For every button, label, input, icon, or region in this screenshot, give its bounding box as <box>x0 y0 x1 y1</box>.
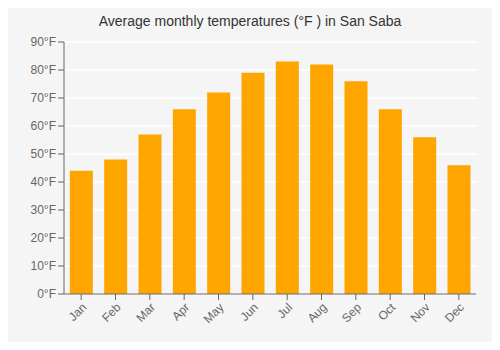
svg-text:May: May <box>201 300 227 326</box>
svg-text:40°F: 40°F <box>31 175 56 189</box>
svg-text:30°F: 30°F <box>31 203 56 217</box>
svg-text:Jun: Jun <box>237 300 261 324</box>
svg-text:0°F: 0°F <box>37 287 56 301</box>
svg-text:Apr: Apr <box>169 300 192 323</box>
svg-text:70°F: 70°F <box>31 91 56 105</box>
svg-text:50°F: 50°F <box>31 147 56 161</box>
svg-text:Oct: Oct <box>375 300 399 324</box>
svg-text:Aug: Aug <box>305 300 330 325</box>
svg-text:10°F: 10°F <box>31 259 56 273</box>
svg-text:Jul: Jul <box>275 300 296 321</box>
svg-text:20°F: 20°F <box>31 231 56 245</box>
svg-text:Dec: Dec <box>442 300 467 325</box>
svg-text:Nov: Nov <box>408 300 433 325</box>
svg-text:Sep: Sep <box>339 300 364 325</box>
svg-text:Feb: Feb <box>99 300 124 325</box>
svg-text:60°F: 60°F <box>31 119 56 133</box>
svg-text:Jan: Jan <box>66 300 90 324</box>
svg-text:Mar: Mar <box>133 300 158 325</box>
svg-text:90°F: 90°F <box>31 35 56 49</box>
svg-text:80°F: 80°F <box>31 63 56 77</box>
html-text:Average monthly temperatures (: Average monthly temperatures (°F ) in Sa… <box>98 13 402 29</box>
